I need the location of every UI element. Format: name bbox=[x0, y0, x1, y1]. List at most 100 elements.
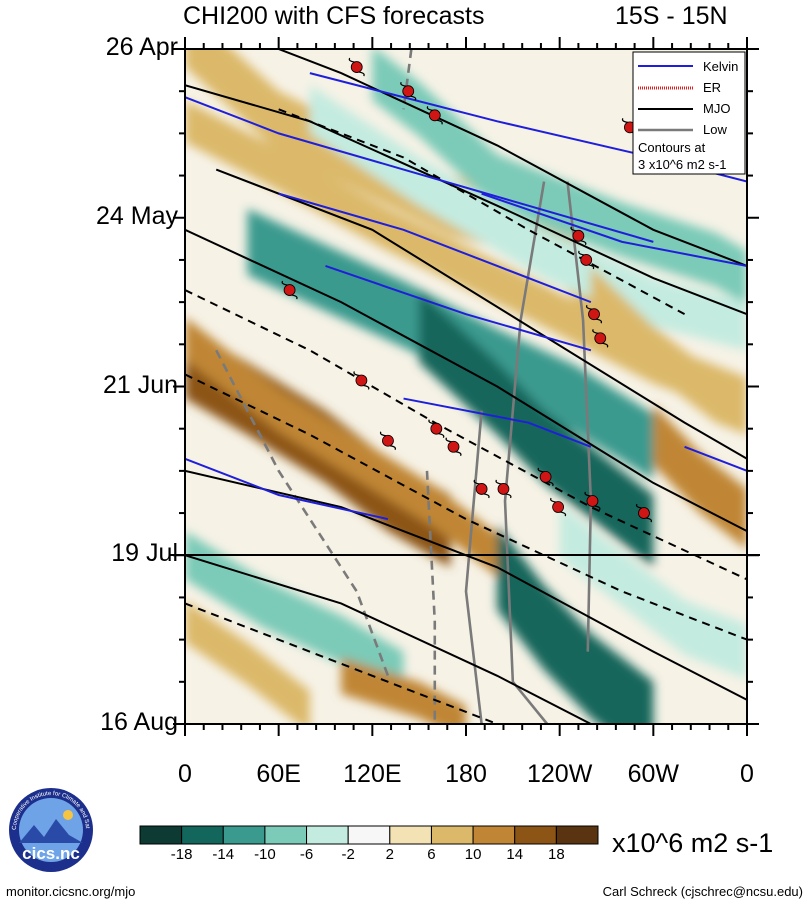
x-tick-label-0: 0 bbox=[178, 760, 192, 788]
field-band-0 bbox=[185, 49, 654, 369]
mjo-contour-1 bbox=[185, 84, 747, 316]
legend-er-label: ER bbox=[703, 80, 721, 95]
mjo-dashed-contour-3 bbox=[185, 602, 498, 724]
x-tick-label-3: 180 bbox=[445, 760, 487, 788]
tc-marker-15 bbox=[495, 479, 512, 499]
y-tick-label-3: 19 Jul bbox=[111, 539, 178, 568]
colorbar-tick-label-7: 10 bbox=[464, 846, 482, 863]
tc-marker-17 bbox=[550, 497, 567, 517]
tc-marker-4 bbox=[570, 226, 587, 246]
colorbar-tick-label-6: 6 bbox=[427, 846, 436, 863]
mjo-dashed-contour-0 bbox=[278, 108, 686, 316]
colorbar-tick-label-0: -18 bbox=[170, 846, 193, 863]
mjo-dashed-contour-1 bbox=[185, 289, 747, 581]
tc-marker-12 bbox=[445, 437, 462, 457]
field-band-12 bbox=[341, 657, 466, 724]
tc-marker-5 bbox=[578, 250, 595, 270]
field-band-11 bbox=[497, 525, 654, 724]
colorbar-tick-label-5: 2 bbox=[385, 846, 394, 863]
colorbar-tick-label-1: -14 bbox=[212, 846, 235, 863]
field-band-14 bbox=[559, 504, 747, 679]
tc-marker-1 bbox=[400, 81, 417, 101]
low-contour-2 bbox=[464, 410, 483, 724]
low-contour-0 bbox=[503, 181, 549, 724]
low-contour-3 bbox=[215, 349, 390, 677]
x-tick-label-5: 60W bbox=[627, 760, 680, 788]
cics-logo[interactable]: cics.nc Cooperative Institute for Climat… bbox=[6, 785, 106, 880]
kelvin-contour-5 bbox=[185, 457, 389, 521]
legend-kelvin-label: Kelvin bbox=[703, 59, 738, 74]
y-tick-label-1: 24 May bbox=[96, 201, 178, 230]
field-band-8 bbox=[590, 265, 747, 435]
tc-marker-6 bbox=[281, 280, 298, 300]
x-tick-label-2: 120E bbox=[343, 760, 402, 788]
tc-marker-0 bbox=[348, 57, 365, 77]
kelvin-contours bbox=[185, 72, 747, 521]
colorbar-box-3 bbox=[264, 825, 308, 845]
tc-marker-10 bbox=[428, 419, 445, 439]
footer-url[interactable]: monitor.cicsnc.org/mjo bbox=[6, 884, 136, 899]
colorbar-box-7 bbox=[430, 825, 474, 845]
tc-marker-2 bbox=[426, 105, 443, 125]
colorbar-box-0 bbox=[139, 825, 183, 845]
kelvin-contour-3 bbox=[325, 265, 592, 352]
logo-text: cics.nc bbox=[22, 844, 80, 863]
y-tick-label-0: 26 Apr bbox=[105, 33, 178, 61]
tc-marker-16 bbox=[584, 491, 601, 511]
field-band-4 bbox=[309, 85, 747, 351]
kelvin-contour-4 bbox=[403, 397, 592, 448]
field-band-2 bbox=[185, 100, 747, 420]
x-tick-label-4: 120W bbox=[527, 760, 593, 788]
field-band-13 bbox=[185, 600, 310, 724]
legend-box: Kelvin ER MJO Low Contours at 3 x10^6 m2… bbox=[632, 51, 746, 175]
field-band-6 bbox=[185, 317, 498, 577]
kelvin-contour-2 bbox=[278, 192, 592, 304]
colorbar-box-2 bbox=[222, 825, 266, 845]
colorbar-box-4 bbox=[306, 825, 349, 845]
y-tick-label-2: 21 Jun bbox=[102, 370, 178, 399]
legend-low-label: Low bbox=[703, 122, 727, 137]
chart-title: CHI200 with CFS forecasts bbox=[183, 2, 485, 30]
colorbar-tick-label-4: -2 bbox=[341, 846, 355, 863]
low-contour-5 bbox=[402, 49, 413, 110]
tc-marker-7 bbox=[585, 304, 603, 324]
colorbar-tick-label-9: 18 bbox=[548, 846, 565, 863]
field-band-9 bbox=[653, 404, 747, 550]
colorbar bbox=[139, 825, 599, 845]
colorbar-tick-label-8: 14 bbox=[506, 846, 524, 863]
mjo-dashed-contour-2 bbox=[185, 373, 747, 641]
mjo-contour-0 bbox=[275, 49, 747, 267]
field-band-10 bbox=[185, 531, 404, 700]
legend-note-line1: Contours at bbox=[638, 140, 706, 155]
tc-marker-14 bbox=[473, 479, 490, 499]
legend-mjo-label: MJO bbox=[703, 101, 730, 116]
tc-marker-18 bbox=[635, 503, 652, 523]
tc-marker-13 bbox=[537, 467, 554, 487]
tropical-cyclone-markers bbox=[281, 57, 652, 523]
mjo-contour-5 bbox=[185, 554, 592, 724]
colorbar-box-5 bbox=[347, 825, 391, 845]
colorbar-box-1 bbox=[181, 825, 224, 845]
colorbar-box-8 bbox=[472, 825, 516, 845]
mjo-contour-4 bbox=[185, 469, 747, 701]
tc-marker-8 bbox=[592, 328, 609, 348]
y-tick-label-4: 16 Aug bbox=[100, 708, 178, 736]
mjo-contours bbox=[185, 49, 747, 724]
low-contour-4 bbox=[425, 470, 437, 724]
mjo-contour-2 bbox=[215, 168, 747, 460]
colorbar-box-6 bbox=[389, 825, 432, 845]
axis-ticks bbox=[173, 37, 759, 736]
colorbar-units: x10^6 m2 s-1 bbox=[612, 828, 774, 858]
latitude-range-label: 15S - 15N bbox=[615, 2, 728, 30]
x-tick-label-1: 60E bbox=[256, 760, 301, 788]
colorbar-tick-label-3: -6 bbox=[299, 846, 314, 863]
kelvin-contour-6 bbox=[481, 192, 747, 267]
kelvin-contour-1 bbox=[185, 96, 654, 243]
x-tick-label-6: 0 bbox=[740, 760, 754, 788]
tc-marker-11 bbox=[379, 431, 396, 451]
kelvin-contour-7 bbox=[684, 445, 747, 472]
colorbar-tick-label-2: -10 bbox=[254, 846, 276, 863]
footer-author: Carl Schreck (cjschrec@ncsu.edu) bbox=[602, 884, 803, 899]
colorbar-box-9 bbox=[514, 825, 557, 845]
